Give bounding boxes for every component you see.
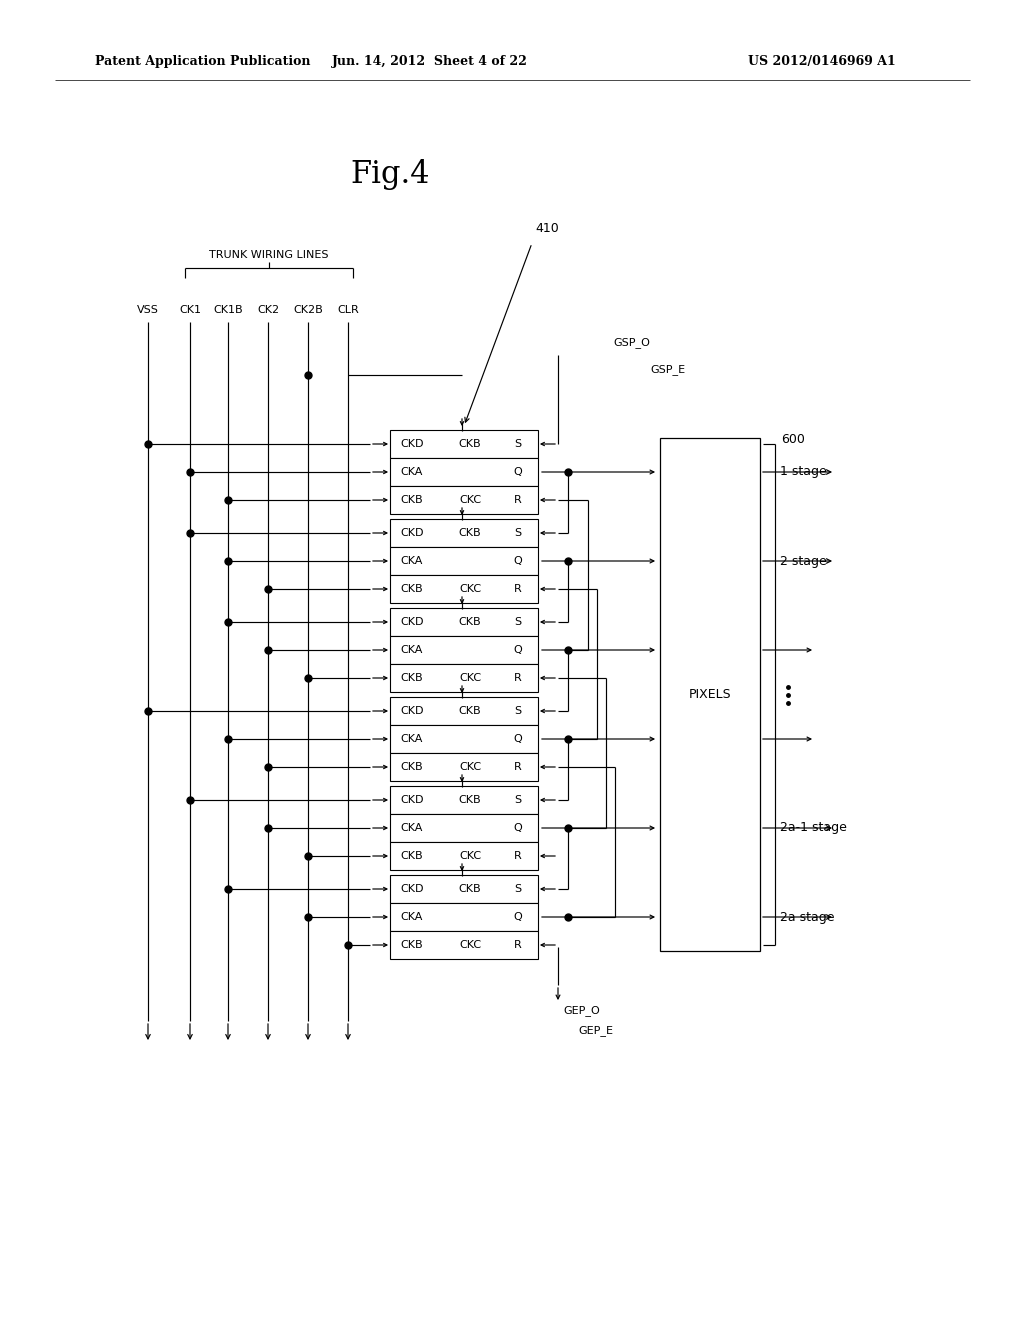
Text: 410: 410 (535, 222, 559, 235)
Bar (390, 430, 538, 458)
Text: PIXELS: PIXELS (689, 688, 731, 701)
Text: S: S (514, 884, 521, 894)
Text: CK2: CK2 (257, 305, 280, 315)
Text: US 2012/0146969 A1: US 2012/0146969 A1 (748, 55, 896, 69)
Text: S: S (514, 795, 521, 805)
Text: CKD: CKD (400, 528, 424, 539)
Text: CKB: CKB (459, 795, 481, 805)
Text: GEP_E: GEP_E (578, 1026, 613, 1036)
Text: CKC: CKC (459, 673, 481, 682)
Text: GSP_O: GSP_O (613, 338, 650, 348)
Text: 1 stage: 1 stage (780, 466, 826, 479)
Text: TRUNK WIRING LINES: TRUNK WIRING LINES (209, 249, 329, 260)
Text: CKB: CKB (459, 616, 481, 627)
Text: CKC: CKC (459, 940, 481, 950)
Text: R: R (514, 851, 522, 861)
Text: CKC: CKC (459, 583, 481, 594)
Text: R: R (514, 673, 522, 682)
Text: 600: 600 (781, 433, 805, 446)
Bar (390, 931, 538, 960)
Text: Fig.4: Fig.4 (350, 160, 430, 190)
Text: CKB: CKB (400, 495, 423, 506)
Text: CKA: CKA (400, 645, 423, 655)
Text: S: S (514, 440, 521, 449)
Text: CKD: CKD (400, 440, 424, 449)
Text: S: S (514, 528, 521, 539)
Bar (390, 519, 538, 546)
Text: CKB: CKB (459, 884, 481, 894)
Text: Q: Q (514, 645, 522, 655)
Text: CK1B: CK1B (213, 305, 243, 315)
Bar (390, 785, 538, 814)
Text: CKA: CKA (400, 822, 423, 833)
Text: CKB: CKB (459, 528, 481, 539)
Text: CKC: CKC (459, 851, 481, 861)
Text: CKA: CKA (400, 556, 423, 566)
Bar (390, 842, 538, 870)
Text: CKA: CKA (400, 467, 423, 477)
Text: CKD: CKD (400, 884, 424, 894)
Text: CKD: CKD (400, 706, 424, 715)
Text: CKB: CKB (400, 762, 423, 772)
Text: R: R (514, 495, 522, 506)
Text: CKB: CKB (400, 673, 423, 682)
Text: GEP_O: GEP_O (563, 1005, 600, 1016)
Bar (390, 636, 538, 664)
Text: CKD: CKD (400, 616, 424, 627)
Text: CKB: CKB (400, 851, 423, 861)
Bar (390, 814, 538, 842)
Text: R: R (514, 583, 522, 594)
Text: Q: Q (514, 822, 522, 833)
Text: CKB: CKB (459, 440, 481, 449)
Text: CKA: CKA (400, 734, 423, 744)
Bar (390, 725, 538, 752)
Text: 2a-1 stage: 2a-1 stage (780, 821, 847, 834)
Text: GSP_E: GSP_E (650, 364, 685, 375)
Text: R: R (514, 940, 522, 950)
Text: CKA: CKA (400, 912, 423, 921)
Bar (390, 752, 538, 781)
Text: R: R (514, 762, 522, 772)
Text: Q: Q (514, 556, 522, 566)
Text: Patent Application Publication: Patent Application Publication (95, 55, 310, 69)
Bar (390, 664, 538, 692)
Text: S: S (514, 706, 521, 715)
Text: CK1: CK1 (179, 305, 201, 315)
Text: CK2B: CK2B (293, 305, 323, 315)
Text: VSS: VSS (137, 305, 159, 315)
Text: 2 stage: 2 stage (780, 554, 826, 568)
Text: CKD: CKD (400, 795, 424, 805)
Text: CLR: CLR (337, 305, 358, 315)
Text: CKB: CKB (400, 940, 423, 950)
Text: 2a stage: 2a stage (780, 911, 835, 924)
Text: CKC: CKC (459, 495, 481, 506)
Text: CKB: CKB (400, 583, 423, 594)
Bar (390, 697, 538, 725)
Text: Q: Q (514, 467, 522, 477)
Bar (390, 486, 538, 513)
Bar (390, 576, 538, 603)
Bar (390, 609, 538, 636)
Text: Jun. 14, 2012  Sheet 4 of 22: Jun. 14, 2012 Sheet 4 of 22 (332, 55, 528, 69)
Text: CKC: CKC (459, 762, 481, 772)
Bar (390, 875, 538, 903)
Text: Q: Q (514, 912, 522, 921)
Text: Q: Q (514, 734, 522, 744)
Bar (390, 546, 538, 576)
Bar (390, 903, 538, 931)
Text: S: S (514, 616, 521, 627)
Bar (660, 438, 760, 950)
Text: CKB: CKB (459, 706, 481, 715)
Bar (390, 458, 538, 486)
